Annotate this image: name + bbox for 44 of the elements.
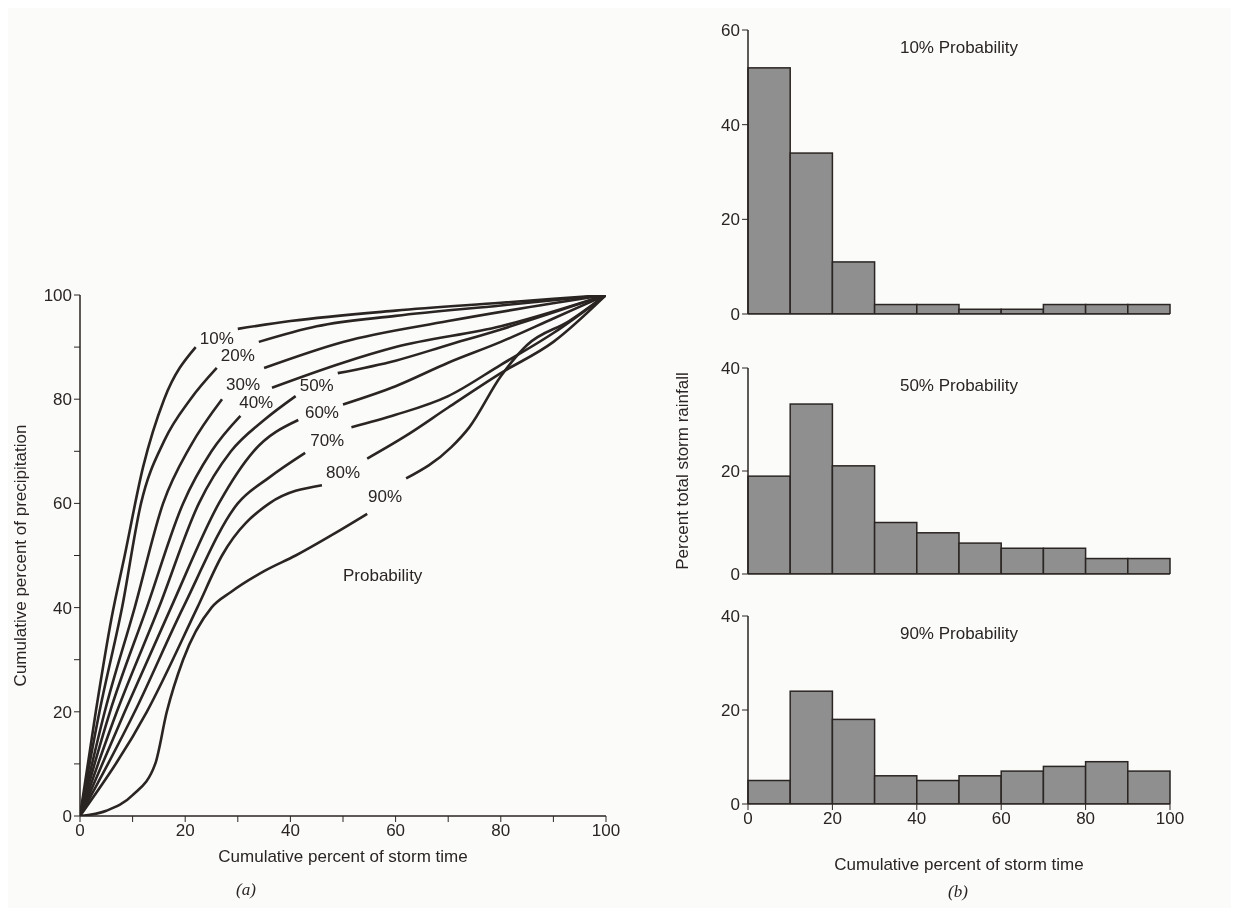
x-tick-label: 80 [1076,809,1096,829]
series-label: 60% [304,403,339,423]
text: 90% Probability [898,624,1020,644]
x-tick-label: 60 [991,809,1011,829]
y-tick-label: 0 [730,795,740,815]
series-label: 80% [325,462,361,482]
y-tick-label: 80 [53,390,72,410]
y-tick-label: 0 [730,305,740,325]
y-tick-label: 20 [721,701,740,721]
series-label: 40% [239,392,274,412]
y-tick-label: 40 [721,115,740,135]
y-axis-title: Cumulative percent of precipitation [11,424,31,687]
y-tick-label: 100 [43,286,72,306]
x-tick-label: 100 [591,821,621,841]
text: 50% Probability [898,376,1020,396]
x-axis-title: Cumulative percent of storm time [834,855,1084,874]
x-tick-label: 80 [491,821,511,841]
series-label: 70% [310,431,345,451]
text: (a) [236,880,256,900]
y-axis-title: Percent total storm rainfall [673,372,693,570]
y-tick-label: 0 [730,565,740,585]
y-tick-label: 60 [53,494,72,514]
text: (b) [948,882,968,902]
y-tick-label: 60 [721,21,740,41]
x-tick-label: 20 [175,821,195,841]
y-tick-label: 40 [721,607,740,627]
y-tick-label: 20 [721,462,740,482]
text: 10% Probability [898,38,1020,58]
x-tick-label: 20 [822,809,842,829]
x-tick-label: 0 [75,821,85,841]
y-tick-label: 40 [53,598,72,618]
y-tick-label: 20 [53,702,72,722]
x-axis-title: Cumulative percent of storm time [218,847,468,866]
x-tick-label: 100 [1155,809,1185,829]
x-tick-label: 40 [907,809,927,829]
series-label: 30% [226,374,261,394]
annotation: Probability [343,566,423,586]
y-tick-label: 20 [721,210,740,230]
series-label: 90% [368,487,403,507]
x-tick-label: 0 [743,809,753,829]
x-tick-label: 40 [280,821,300,841]
x-tick-label: 60 [386,821,406,841]
series-label: 50% [299,375,334,395]
y-tick-label: 40 [721,359,740,379]
